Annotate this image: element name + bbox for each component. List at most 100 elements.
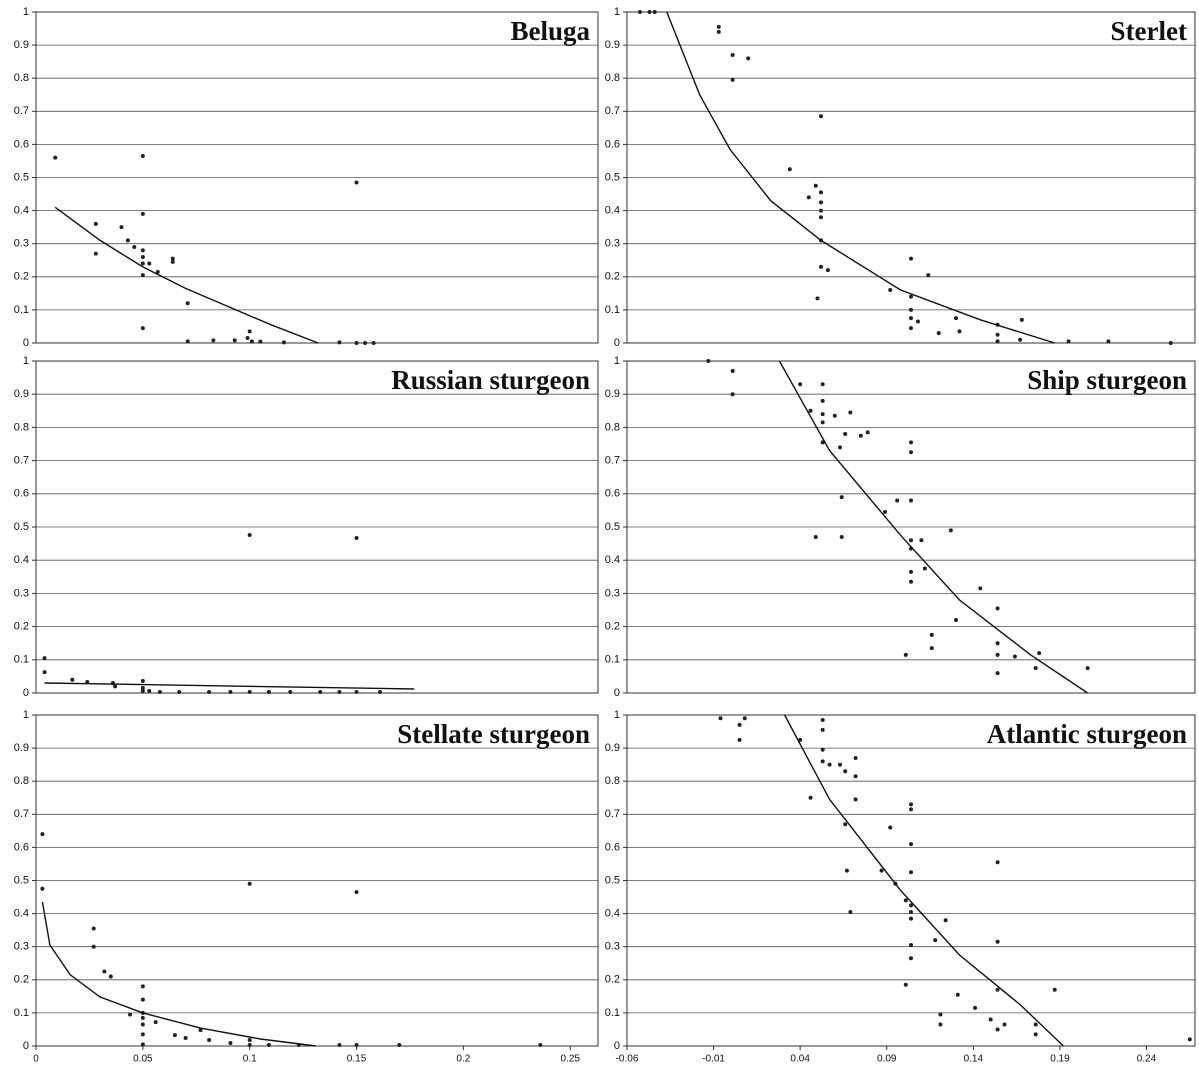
point	[957, 329, 962, 334]
point	[91, 926, 96, 931]
point	[742, 716, 747, 721]
point	[538, 1043, 543, 1048]
point	[818, 200, 823, 205]
y-tick-label: 0.3	[605, 587, 620, 599]
point	[363, 341, 368, 345]
y-tick-label: 0.5	[14, 171, 29, 183]
y-tick-label: 0.2	[14, 621, 29, 633]
y-tick-label: 0.9	[14, 39, 29, 51]
point	[903, 982, 908, 987]
point	[936, 331, 941, 336]
y-tick-label: 0.2	[605, 974, 620, 986]
point	[909, 538, 913, 543]
point	[820, 398, 825, 403]
y-tick-label: 0	[23, 1040, 29, 1052]
point	[853, 774, 858, 779]
y-tick-label: 0.1	[14, 1007, 29, 1019]
point	[909, 326, 913, 331]
point	[354, 180, 359, 185]
point	[938, 1012, 943, 1017]
point	[995, 860, 1000, 865]
x-tick-label: -0.06	[616, 1054, 639, 1065]
point	[995, 939, 1000, 944]
point	[909, 450, 913, 455]
point	[113, 684, 118, 689]
point	[909, 903, 913, 908]
point	[140, 273, 145, 278]
y-tick-label: 0.1	[605, 654, 620, 666]
point	[207, 1038, 212, 1043]
y-tick-label: 0.6	[605, 841, 620, 853]
point	[858, 433, 863, 438]
y-tick-label: 0	[614, 1040, 620, 1052]
point	[909, 802, 913, 807]
point	[909, 956, 913, 961]
point	[354, 690, 359, 695]
point	[140, 1015, 145, 1020]
point	[1012, 654, 1017, 659]
point	[995, 652, 1000, 657]
point	[818, 208, 823, 213]
point	[909, 498, 913, 503]
fit-curve	[41, 901, 316, 1047]
point	[933, 938, 938, 943]
y-tick-label: 0.8	[605, 421, 620, 433]
point	[883, 510, 888, 515]
point	[354, 1043, 359, 1048]
point	[813, 534, 818, 539]
point	[903, 652, 908, 657]
x-tick-label: 0.1	[243, 1054, 257, 1065]
y-tick-label: 0.3	[14, 941, 29, 953]
point	[879, 868, 884, 873]
point	[378, 690, 383, 695]
point	[938, 1022, 943, 1027]
point	[995, 641, 1000, 646]
point	[706, 359, 711, 363]
point	[926, 273, 931, 278]
point	[973, 1005, 978, 1010]
point	[258, 339, 263, 344]
point	[808, 408, 813, 413]
point	[42, 670, 47, 675]
point	[839, 534, 844, 539]
point	[102, 969, 107, 974]
plot-frame	[626, 714, 1196, 1047]
point	[1187, 1037, 1192, 1042]
point	[844, 868, 849, 873]
x-tick-label: 0.14	[964, 1054, 984, 1065]
y-tick-label: 0.3	[14, 238, 29, 250]
y-tick-label: 0.9	[14, 742, 29, 754]
point	[397, 1043, 402, 1048]
point	[337, 340, 342, 345]
point	[140, 689, 145, 694]
y-tick-label: 0	[614, 687, 620, 699]
y-tick-label: 0.4	[14, 554, 29, 566]
point	[354, 535, 359, 540]
point	[170, 259, 175, 264]
y-tick-label: 1	[614, 355, 620, 367]
y-tick-label: 0.5	[14, 874, 29, 886]
point	[820, 717, 825, 722]
point	[909, 916, 913, 921]
point	[140, 984, 145, 989]
point	[337, 1043, 342, 1048]
point	[820, 412, 825, 417]
x-tick-label: 0.15	[347, 1054, 367, 1065]
point	[140, 261, 145, 266]
point	[915, 319, 920, 324]
point	[716, 24, 721, 29]
fit-curve	[778, 360, 1088, 694]
point	[245, 336, 250, 341]
point	[637, 10, 642, 14]
point	[140, 679, 145, 684]
point	[955, 992, 960, 997]
y-tick-label: 0.7	[605, 455, 620, 467]
point	[909, 307, 913, 312]
point	[42, 656, 47, 661]
x-tick-label: -0.01	[702, 1054, 725, 1065]
y-tick-label: 0.1	[14, 304, 29, 316]
point	[1033, 1022, 1038, 1027]
point	[818, 264, 823, 269]
point	[132, 245, 137, 250]
point	[155, 269, 160, 274]
